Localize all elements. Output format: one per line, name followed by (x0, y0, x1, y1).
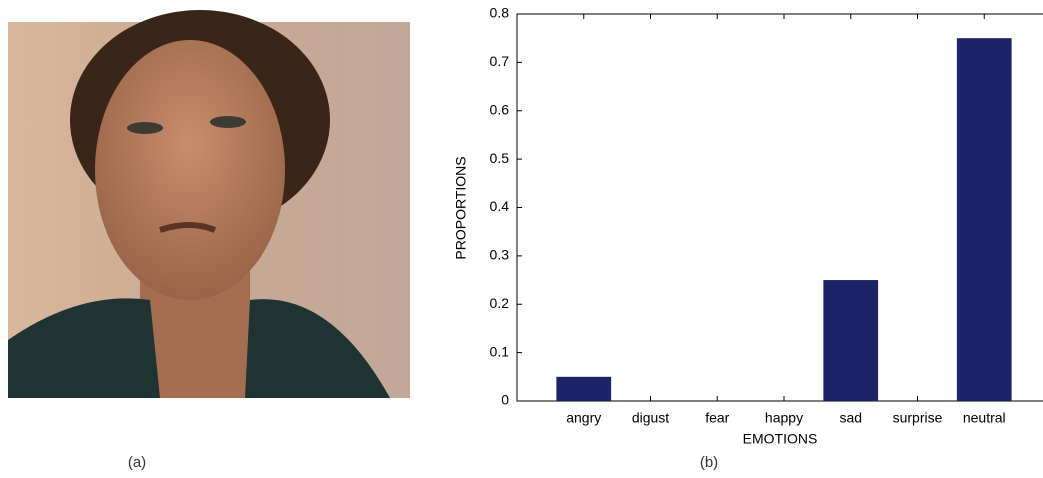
y-tick-label: 0.5 (490, 150, 510, 166)
bar (957, 38, 1012, 401)
y-tick-label: 0 (501, 392, 509, 408)
y-axis-label: PROPORTIONS (453, 156, 469, 259)
x-tick-label: sad (839, 410, 862, 426)
y-tick-label: 0.3 (490, 247, 510, 263)
x-tick-label: digust (632, 410, 669, 426)
figure: (a) (b) EMOTIONS PROPORTIONS 00.10.20.30… (0, 0, 1043, 478)
x-tick-label: angry (566, 410, 601, 426)
x-tick-label: happy (765, 410, 803, 426)
y-tick-label: 0.4 (490, 198, 510, 214)
plot: 0 0.1 0.2 0.3 0.4 0.5 0.6 0.7 0.8 angry digust fear… (490, 5, 1043, 426)
bar (556, 377, 611, 401)
x-tick-label: neutral (963, 410, 1006, 426)
y-tick-label: 0.7 (490, 53, 510, 69)
y-tick-label: 0.6 (490, 101, 510, 117)
y-tick-label: 0.2 (490, 295, 510, 311)
photo (8, 10, 410, 398)
x-tick-label: fear (705, 410, 729, 426)
y-tick-label: 0.1 (490, 343, 510, 359)
x-axis-label: EMOTIONS (743, 431, 818, 447)
bar (823, 280, 878, 401)
caption: (b) (700, 454, 718, 471)
caption: (a) (128, 454, 146, 471)
y-tick-label: 0.8 (490, 5, 510, 21)
x-tick-label: surprise (893, 410, 943, 426)
